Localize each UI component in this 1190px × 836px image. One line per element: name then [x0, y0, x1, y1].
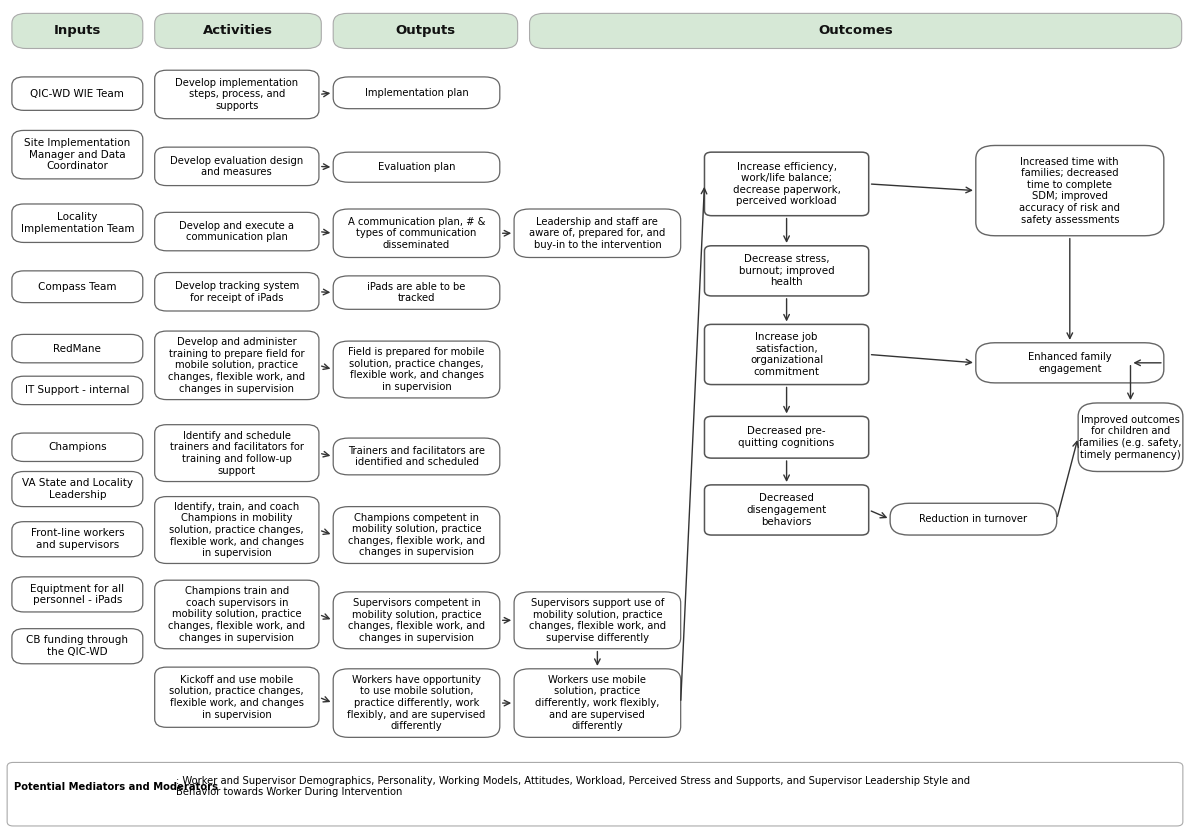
FancyBboxPatch shape: [976, 343, 1164, 383]
Text: Outputs: Outputs: [395, 24, 456, 38]
Text: RedMane: RedMane: [54, 344, 101, 354]
Text: Locality
Implementation Team: Locality Implementation Team: [20, 212, 134, 234]
FancyBboxPatch shape: [704, 485, 869, 535]
Text: Outcomes: Outcomes: [819, 24, 892, 38]
Text: iPads are able to be
tracked: iPads are able to be tracked: [368, 282, 465, 303]
Text: Champions train and
coach supervisors in
mobility solution, practice
changes, fl: Champions train and coach supervisors in…: [168, 586, 306, 643]
FancyBboxPatch shape: [333, 507, 500, 563]
Text: Develop and administer
training to prepare field for
mobile solution, practice
c: Develop and administer training to prepa…: [168, 337, 306, 394]
Text: VA State and Locality
Leadership: VA State and Locality Leadership: [21, 478, 133, 500]
FancyBboxPatch shape: [333, 209, 500, 257]
FancyBboxPatch shape: [155, 667, 319, 727]
Text: Champions: Champions: [48, 442, 107, 452]
Text: Supervisors support use of
mobility solution, practice
changes, flexible work, a: Supervisors support use of mobility solu…: [528, 598, 666, 643]
FancyBboxPatch shape: [514, 669, 681, 737]
FancyBboxPatch shape: [514, 592, 681, 649]
Text: Equiptment for all
personnel - iPads: Equiptment for all personnel - iPads: [30, 584, 125, 605]
Text: Evaluation plan: Evaluation plan: [377, 162, 456, 172]
Text: Identify, train, and coach
Champions in mobility
solution, practice changes,
fle: Identify, train, and coach Champions in …: [169, 502, 305, 558]
Text: Decreased
disengagement
behaviors: Decreased disengagement behaviors: [746, 493, 827, 527]
Text: Increased time with
families; decreased
time to complete
SDM; improved
accuracy : Increased time with families; decreased …: [1020, 156, 1120, 225]
Text: Identify and schedule
trainers and facilitators for
training and follow-up
suppo: Identify and schedule trainers and facil…: [170, 431, 303, 476]
FancyBboxPatch shape: [155, 147, 319, 186]
FancyBboxPatch shape: [155, 13, 321, 48]
Text: Front-line workers
and supervisors: Front-line workers and supervisors: [31, 528, 124, 550]
Text: QIC-WD WIE Team: QIC-WD WIE Team: [31, 89, 124, 99]
Text: : Worker and Supervisor Demographics, Personality, Working Models, Attitudes, Wo: : Worker and Supervisor Demographics, Pe…: [176, 776, 970, 798]
FancyBboxPatch shape: [12, 577, 143, 612]
Text: IT Support - internal: IT Support - internal: [25, 385, 130, 395]
FancyBboxPatch shape: [155, 273, 319, 311]
FancyBboxPatch shape: [155, 70, 319, 119]
Text: Enhanced family
engagement: Enhanced family engagement: [1028, 352, 1111, 374]
FancyBboxPatch shape: [155, 212, 319, 251]
Text: Potential Mediators and Moderators: Potential Mediators and Moderators: [14, 782, 218, 792]
FancyBboxPatch shape: [530, 13, 1182, 48]
FancyBboxPatch shape: [333, 592, 500, 649]
FancyBboxPatch shape: [12, 376, 143, 405]
FancyBboxPatch shape: [12, 472, 143, 507]
FancyBboxPatch shape: [12, 629, 143, 664]
Text: Field is prepared for mobile
solution, practice changes,
flexible work, and chan: Field is prepared for mobile solution, p…: [349, 347, 484, 392]
FancyBboxPatch shape: [333, 13, 518, 48]
Text: CB funding through
the QIC-WD: CB funding through the QIC-WD: [26, 635, 129, 657]
FancyBboxPatch shape: [155, 331, 319, 400]
FancyBboxPatch shape: [155, 497, 319, 563]
Text: Decrease stress,
burnout; improved
health: Decrease stress, burnout; improved healt…: [739, 254, 834, 288]
Text: A communication plan, # &
types of communication
disseminated: A communication plan, # & types of commu…: [347, 217, 486, 250]
Text: Develop and execute a
communication plan: Develop and execute a communication plan: [180, 221, 294, 242]
Text: Activities: Activities: [203, 24, 273, 38]
FancyBboxPatch shape: [12, 334, 143, 363]
Text: Increase job
satisfaction,
organizational
commitment: Increase job satisfaction, organizationa…: [750, 332, 823, 377]
Text: Supervisors competent in
mobility solution, practice
changes, flexible work, and: Supervisors competent in mobility soluti…: [347, 598, 486, 643]
Text: Increase efficiency,
work/life balance;
decrease paperwork,
perceived workload: Increase efficiency, work/life balance; …: [733, 161, 840, 206]
Text: Workers use mobile
solution, practice
differently, work flexibly,
and are superv: Workers use mobile solution, practice di…: [536, 675, 659, 732]
Text: Compass Team: Compass Team: [38, 282, 117, 292]
FancyBboxPatch shape: [704, 416, 869, 458]
Text: Leadership and staff are
aware of, prepared for, and
buy-in to the intervention: Leadership and staff are aware of, prepa…: [530, 217, 665, 250]
Text: Develop implementation
steps, process, and
supports: Develop implementation steps, process, a…: [175, 78, 299, 111]
Text: Reduction in turnover: Reduction in turnover: [920, 514, 1027, 524]
Text: Site Implementation
Manager and Data
Coordinator: Site Implementation Manager and Data Coo…: [24, 138, 131, 171]
FancyBboxPatch shape: [333, 77, 500, 109]
FancyBboxPatch shape: [155, 425, 319, 482]
Text: Workers have opportunity
to use mobile solution,
practice differently, work
flex: Workers have opportunity to use mobile s…: [347, 675, 486, 732]
FancyBboxPatch shape: [12, 130, 143, 179]
FancyBboxPatch shape: [12, 204, 143, 242]
FancyBboxPatch shape: [514, 209, 681, 257]
FancyBboxPatch shape: [333, 438, 500, 475]
FancyBboxPatch shape: [12, 522, 143, 557]
FancyBboxPatch shape: [12, 271, 143, 303]
FancyBboxPatch shape: [12, 433, 143, 461]
FancyBboxPatch shape: [333, 276, 500, 309]
FancyBboxPatch shape: [333, 152, 500, 182]
FancyBboxPatch shape: [333, 341, 500, 398]
FancyBboxPatch shape: [890, 503, 1057, 535]
FancyBboxPatch shape: [7, 762, 1183, 826]
Text: Champions competent in
mobility solution, practice
changes, flexible work, and
c: Champions competent in mobility solution…: [347, 512, 486, 558]
Text: Inputs: Inputs: [54, 24, 101, 38]
FancyBboxPatch shape: [333, 669, 500, 737]
Text: Decreased pre-
quitting cognitions: Decreased pre- quitting cognitions: [739, 426, 834, 448]
Text: Develop tracking system
for receipt of iPads: Develop tracking system for receipt of i…: [175, 281, 299, 303]
Text: Improved outcomes
for children and
families (e.g. safety,
timely permanency): Improved outcomes for children and famil…: [1079, 415, 1182, 460]
Text: Implementation plan: Implementation plan: [364, 88, 469, 98]
FancyBboxPatch shape: [1078, 403, 1183, 472]
Text: Develop evaluation design
and measures: Develop evaluation design and measures: [170, 155, 303, 177]
FancyBboxPatch shape: [704, 152, 869, 216]
FancyBboxPatch shape: [704, 324, 869, 385]
FancyBboxPatch shape: [12, 77, 143, 110]
FancyBboxPatch shape: [704, 246, 869, 296]
FancyBboxPatch shape: [155, 580, 319, 649]
Text: Kickoff and use mobile
solution, practice changes,
flexible work, and changes
in: Kickoff and use mobile solution, practic…: [169, 675, 305, 720]
FancyBboxPatch shape: [12, 13, 143, 48]
FancyBboxPatch shape: [976, 145, 1164, 236]
Text: Trainers and facilitators are
identified and scheduled: Trainers and facilitators are identified…: [347, 446, 486, 467]
